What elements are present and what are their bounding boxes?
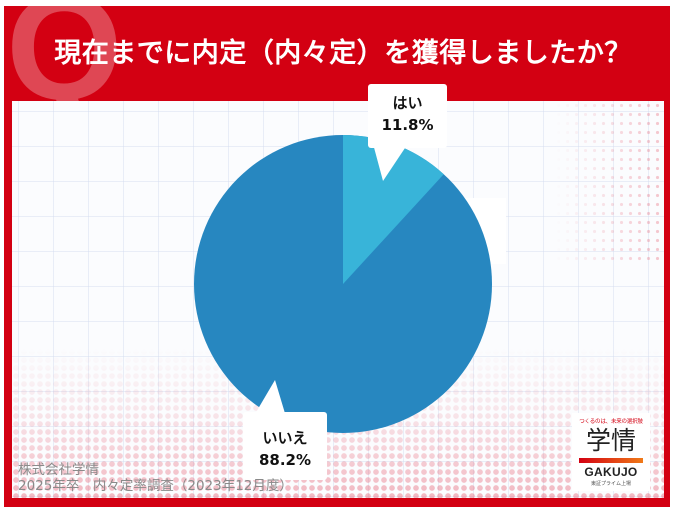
logo-name-jp: 学情 <box>585 426 636 455</box>
pie-slice-yes <box>343 135 444 284</box>
gakujo-logo: つくるのは、未来の選択肢 学情 GAKUJO 東証プライム上場 <box>572 413 650 491</box>
callout-no-value: 88.2% <box>258 451 312 469</box>
page-title: 現在までに内定（内々定）を獲得しましたか？ <box>54 38 632 69</box>
source-note: 株式会社学情 2025年卒 内々定率調査（2023年12月度） <box>18 462 293 494</box>
logo-gradient-bar <box>579 458 643 463</box>
callout-yes-label: はい <box>392 94 423 112</box>
halftone-pattern-top-right <box>554 101 664 261</box>
callout-yes-value: 11.8% <box>381 116 434 134</box>
logo-tagline: つくるのは、未来の選択肢 <box>579 419 643 425</box>
question-header: Q 現在までに内定（内々定）を獲得しましたか？ <box>4 6 670 101</box>
callout-yes: はい 11.8% <box>368 84 447 148</box>
source-company: 株式会社学情 <box>18 462 99 478</box>
q-icon: Q <box>6 6 123 101</box>
source-survey: 2025年卒 内々定率調査（2023年12月度） <box>18 478 293 494</box>
callout-no: いいえ 88.2% <box>243 412 327 480</box>
logo-name-en: GAKUJO <box>584 465 638 479</box>
callout-no-label: いいえ <box>262 429 308 447</box>
logo-listing: 東証プライム上場 <box>591 481 631 487</box>
pie-chart <box>194 135 492 433</box>
